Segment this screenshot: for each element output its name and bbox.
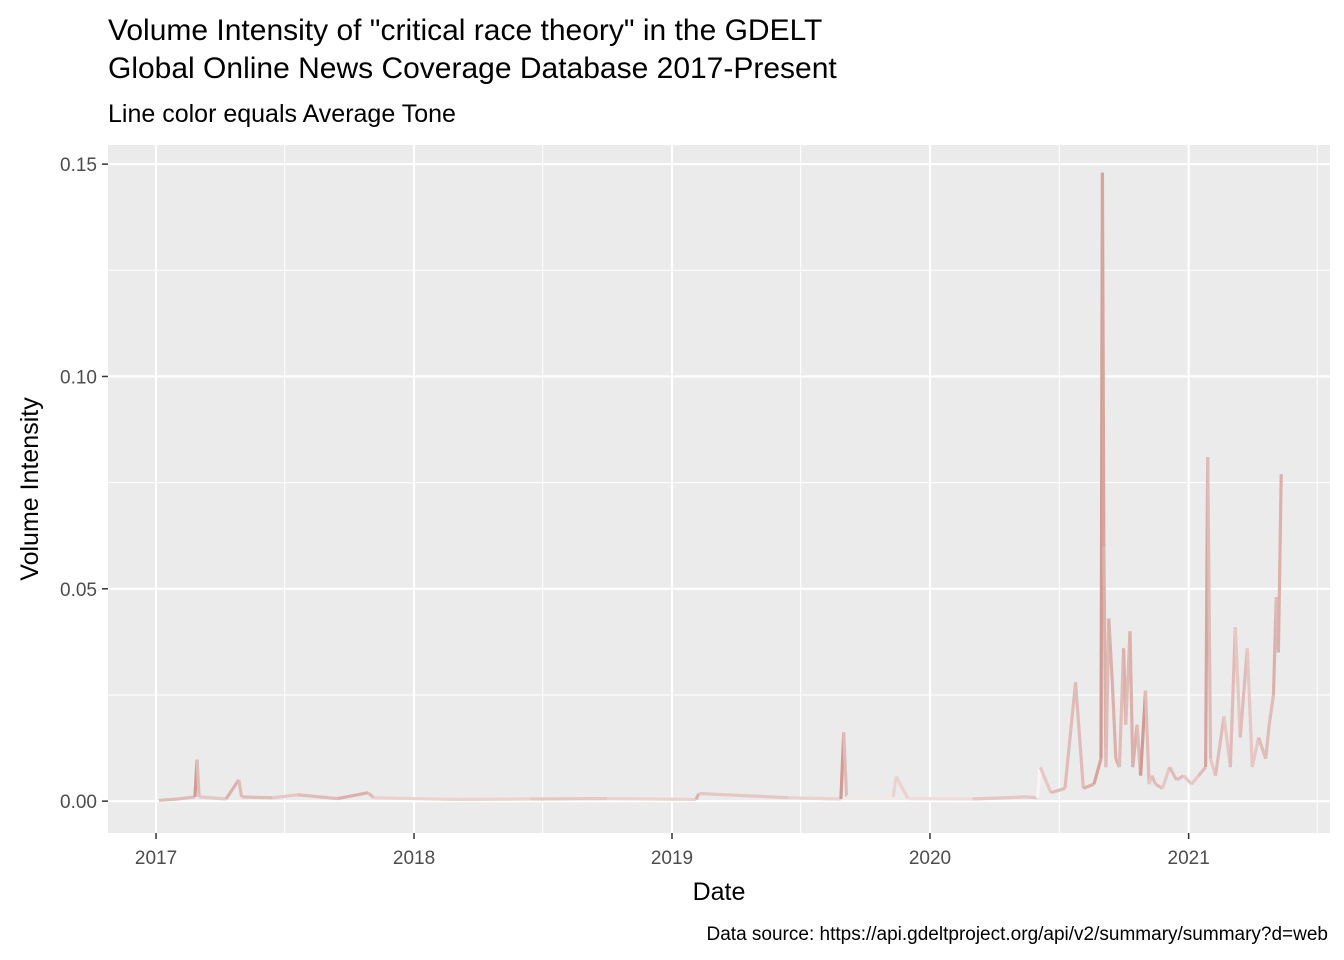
x-tick-label: 2020 <box>909 848 951 869</box>
series-segment <box>788 796 841 801</box>
series-segment <box>1160 766 1172 789</box>
series-segment <box>694 792 701 801</box>
series-segment <box>842 732 849 797</box>
series-segment <box>337 791 369 801</box>
series-segment <box>1082 782 1095 790</box>
series-segment <box>1250 737 1261 768</box>
series-segment <box>698 791 789 800</box>
series-segment <box>1267 694 1276 725</box>
series-segment <box>1025 795 1038 800</box>
y-tick-label: 0.05 <box>60 580 97 601</box>
series-segment <box>1168 766 1179 781</box>
series-segment <box>972 795 1026 801</box>
series-segment <box>1143 690 1151 785</box>
y-tick-label: 0.15 <box>60 155 97 176</box>
series-segment <box>297 793 338 801</box>
series-segment <box>1128 631 1135 768</box>
series-segment <box>237 779 244 798</box>
chart-title-line-1: Volume Intensity of "critical race theor… <box>108 14 822 47</box>
x-tick-label: 2018 <box>393 848 435 869</box>
series-segment <box>195 759 201 797</box>
series-segment <box>1182 774 1193 786</box>
series-segment <box>1104 618 1111 768</box>
series-segment <box>1213 715 1226 776</box>
series-segment <box>894 775 910 800</box>
series-segment <box>1206 457 1213 759</box>
series-segment <box>891 776 898 798</box>
series-segment <box>1038 766 1053 794</box>
series-segment <box>1276 474 1283 653</box>
series-segment <box>1110 682 1118 759</box>
series-segment <box>1245 648 1254 768</box>
series-segment <box>1107 618 1114 683</box>
chart-subtitle: Line color equals Average Tone <box>108 100 456 128</box>
axis-layer: 2017 2018 2019 2020 2021 0.00 0.05 0.10 0.15 <box>60 155 1210 869</box>
chart-title-line-2: Global Online News Coverage Database 201… <box>108 52 837 85</box>
data-layer <box>158 172 1283 802</box>
series-segment <box>1233 626 1242 738</box>
x-axis-title: Date <box>693 878 746 906</box>
series-segment <box>241 795 273 800</box>
series-segment <box>1175 774 1185 782</box>
x-tick-label: 2019 <box>651 848 693 869</box>
x-tick-label: 2017 <box>135 848 177 869</box>
series-segment <box>1100 172 1106 547</box>
x-tick-label: 2021 <box>1168 848 1210 869</box>
series-segment <box>1238 648 1249 738</box>
series-segment <box>1264 724 1271 759</box>
series-segment <box>1092 758 1103 785</box>
series-segment <box>1190 774 1200 786</box>
series-segment <box>373 796 456 802</box>
series-segment <box>158 797 179 802</box>
grid-major <box>108 145 1330 833</box>
y-tick-label: 0.10 <box>60 367 97 388</box>
series-segment <box>606 797 697 802</box>
series-segment <box>1035 767 1042 798</box>
series-segment <box>272 793 298 800</box>
series-segment <box>1063 682 1078 789</box>
y-axis-title: Volume Intensity <box>16 397 44 581</box>
series-segment <box>224 779 241 800</box>
series-segment <box>367 791 375 799</box>
series-segment <box>1197 766 1207 777</box>
series-segment <box>1150 775 1157 785</box>
series-segment <box>199 795 227 801</box>
series-segment <box>1073 682 1085 789</box>
series-segment <box>1050 786 1066 795</box>
y-tick-label: 0.00 <box>60 792 97 813</box>
data-source-caption: Data source: https://api.gdeltproject.or… <box>707 924 1328 945</box>
series-segment <box>1228 626 1237 768</box>
series-segment <box>177 795 196 801</box>
